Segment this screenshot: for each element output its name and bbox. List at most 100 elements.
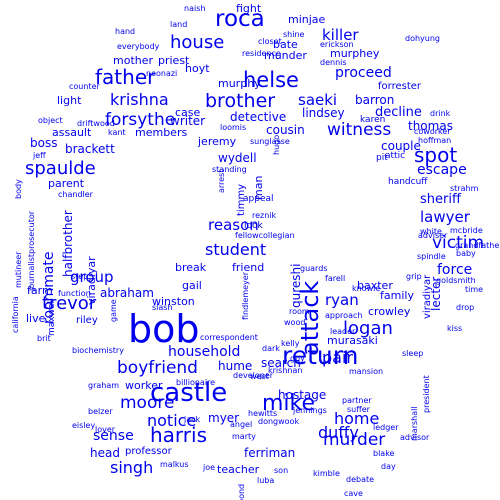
word-17: murder	[323, 430, 386, 450]
word-152: debate	[346, 475, 375, 484]
word-136: white	[420, 227, 442, 236]
word-85: bate	[273, 38, 298, 51]
word-50: detective	[230, 110, 287, 124]
word-127: closet	[258, 37, 282, 46]
word-8: spot	[414, 143, 458, 167]
word-188: brit	[37, 334, 51, 343]
word-109: look	[244, 221, 263, 231]
word-148: suffer	[347, 405, 370, 414]
word-49: cousin	[266, 123, 305, 137]
word-110: fellowcollegian	[235, 231, 295, 240]
word-55: boss	[30, 136, 58, 150]
word-185: eisley	[72, 421, 96, 430]
word-170: correspondent	[200, 333, 258, 342]
word-112: body	[14, 179, 23, 200]
word-101: attic	[385, 151, 406, 161]
word-9: father	[95, 65, 156, 89]
word-54: mother	[113, 54, 154, 67]
word-47: decline	[375, 105, 422, 120]
word-65: winston	[152, 295, 195, 308]
word-44: couple	[381, 139, 421, 153]
word-29: killer	[322, 26, 359, 44]
word-4: mike	[262, 391, 316, 416]
word-38: escape	[417, 162, 467, 178]
word-124: land	[170, 20, 188, 29]
word-78: head	[90, 446, 120, 460]
word-104: sunglasse	[250, 137, 290, 146]
word-156: advisor	[400, 433, 430, 442]
word-81: search	[261, 356, 301, 370]
word-41: sense	[93, 428, 134, 444]
word-19: notice	[147, 411, 197, 430]
word-181: jack	[184, 415, 201, 424]
word-174: dongwook	[258, 417, 300, 426]
word-194: guards	[300, 264, 328, 273]
word-115: chandler	[58, 190, 93, 199]
word-6: helse	[243, 68, 299, 92]
word-155: kimble	[313, 469, 340, 478]
word-75: myer	[208, 411, 240, 425]
word-62: parent	[48, 177, 85, 190]
word-135: strahm	[450, 184, 479, 193]
word-56: brackett	[65, 142, 115, 156]
word-60: assault	[52, 126, 92, 139]
word-177: bond	[237, 484, 246, 500]
word-57: jeremy	[198, 135, 237, 148]
word-153: cave	[344, 489, 363, 498]
word-10: brother	[205, 90, 276, 112]
word-118: kant	[108, 128, 126, 137]
word-116: driftwood	[77, 119, 115, 128]
word-26: victim	[432, 233, 485, 253]
word-21: boyfriend	[117, 358, 198, 378]
word-114: journalistprosecutor	[27, 210, 36, 291]
word-52: writer	[170, 114, 206, 128]
word-32: student	[205, 240, 267, 259]
word-83: murphy	[218, 77, 261, 90]
word-137: mcbride	[450, 226, 483, 235]
word-158: knowle	[352, 284, 381, 293]
word-63: farm	[27, 284, 53, 297]
word-183: lover	[95, 425, 116, 434]
word-176: son	[274, 466, 289, 475]
word-147: mansion	[349, 367, 384, 376]
word-121: neonazi	[146, 69, 178, 78]
word-160: leader	[330, 327, 356, 336]
word-179: marty	[232, 432, 256, 441]
word-87: fight	[236, 2, 262, 15]
word-25: pair	[322, 348, 353, 367]
word-172: hewitts	[248, 409, 278, 418]
word-45: thomas	[408, 119, 453, 133]
word-139: grandfather	[455, 241, 500, 250]
word-133: hoffman	[418, 136, 452, 145]
word-145: spindle	[417, 252, 446, 261]
word-168: developer	[233, 371, 274, 380]
word-141: goldsmith	[436, 276, 476, 285]
word-146: sleep	[402, 349, 424, 358]
word-88: murphey	[330, 47, 380, 60]
word-2: return	[282, 341, 359, 370]
word-48: lindsey	[302, 106, 345, 120]
word-128: residence	[242, 49, 281, 58]
word-91: appeal	[243, 194, 274, 204]
word-144: grip	[406, 272, 422, 281]
word-95: maxwell	[47, 298, 57, 336]
word-58: wydell	[218, 151, 257, 165]
word-190: function	[58, 289, 91, 298]
word-192: game	[109, 299, 118, 323]
word-108: reznik	[252, 211, 277, 220]
word-30: saeki	[298, 91, 338, 109]
word-189: slash	[152, 303, 173, 312]
word-33: group	[70, 268, 114, 286]
word-123: hand	[115, 27, 136, 36]
word-154: day	[381, 462, 396, 471]
word-7: roca	[215, 6, 265, 32]
word-18: logan	[343, 318, 393, 339]
word-70: family	[380, 289, 414, 302]
word-5: harris	[150, 423, 208, 447]
word-42: hume	[218, 359, 253, 373]
word-195: adviser	[418, 231, 448, 240]
word-150: partner	[342, 396, 372, 405]
word-167: west	[250, 372, 269, 381]
word-130: dennis	[320, 58, 347, 67]
word-35: halfbrother	[61, 210, 75, 278]
